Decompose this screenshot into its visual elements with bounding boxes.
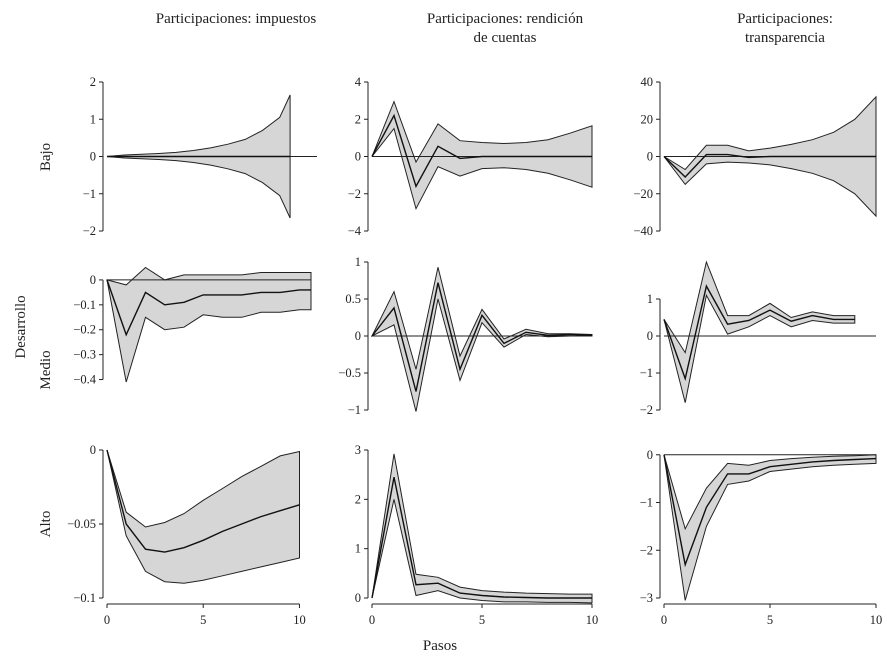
y-tick-label: −20 xyxy=(633,187,653,201)
x-tick-label: 10 xyxy=(870,613,883,627)
row-label-medio: Medio xyxy=(38,350,54,389)
confidence-band xyxy=(371,100,593,211)
y-tick-label: 4 xyxy=(355,75,362,89)
y-axis: 0 1 2 3 xyxy=(355,443,369,605)
mean-line xyxy=(371,476,592,599)
y-axis: −2 −1 0 1 2 xyxy=(83,75,104,238)
x-tick-label: 0 xyxy=(104,613,110,627)
row-label-alto: Alto xyxy=(38,511,54,538)
y-axis: −0.4 −0.3 −0.2 −0.1 0 xyxy=(73,273,104,387)
x-tick-label: 5 xyxy=(479,613,485,627)
y-tick-label: 0 xyxy=(355,591,361,605)
y-tick-label: 0.5 xyxy=(345,292,361,306)
mean-line xyxy=(663,284,855,382)
confidence-band xyxy=(106,449,300,584)
y-tick-label: −40 xyxy=(633,224,653,238)
mean-line xyxy=(663,153,876,178)
y-tick-label: −0.5 xyxy=(338,366,361,380)
y-tick-label: −2 xyxy=(348,187,361,201)
y-tick-label: 0 xyxy=(647,448,653,462)
y-tick-label: −4 xyxy=(348,224,362,238)
y-tick-label: 0 xyxy=(90,273,96,287)
column-title-rendicion-line2: de cuentas xyxy=(474,30,537,46)
y-tick-label: 0 xyxy=(647,150,653,164)
panel-p21: 0 1 2 3 0 5 10 xyxy=(355,443,599,627)
row-group-label: Desarrollo xyxy=(13,295,29,358)
panel-p00: −2 −1 0 1 2 xyxy=(83,75,317,238)
y-tick-label: −0.05 xyxy=(67,517,96,531)
panel-p12: −2 −1 0 1 xyxy=(640,260,876,417)
x-axis: 0 5 10 xyxy=(661,603,883,627)
column-title-rendicion-line1: Participaciones: rendición xyxy=(427,11,584,27)
x-tick-label: 10 xyxy=(293,613,306,627)
y-tick-label: −2 xyxy=(83,224,96,238)
column-title-impuestos: Participaciones: impuestos xyxy=(156,11,317,27)
x-tick-label: 5 xyxy=(767,613,773,627)
y-tick-label: −2 xyxy=(640,403,653,417)
mean-line xyxy=(106,279,311,337)
x-tick-label: 10 xyxy=(586,613,599,627)
y-axis: −1 −0.5 0 0.5 1 xyxy=(338,255,369,417)
x-tick-label: 5 xyxy=(200,613,206,627)
y-axis: −3 −2 −1 0 xyxy=(640,448,661,605)
confidence-band xyxy=(663,260,856,403)
panel-p20: −0.1 −0.05 0 0 5 10 xyxy=(67,443,306,627)
y-tick-label: 0 xyxy=(90,443,96,457)
x-axis: 0 5 10 xyxy=(104,603,306,627)
y-tick-label: −0.1 xyxy=(73,591,96,605)
y-axis: −40 −20 0 20 40 xyxy=(633,75,661,238)
panel-p10: −0.4 −0.3 −0.2 −0.1 0 xyxy=(73,266,312,387)
confidence-band xyxy=(106,266,312,383)
y-axis: −2 −1 0 1 xyxy=(640,292,661,417)
x-tick-label: 0 xyxy=(661,613,667,627)
y-tick-label: −1 xyxy=(640,496,653,510)
y-tick-label: 3 xyxy=(355,443,361,457)
y-axis: −0.1 −0.05 0 xyxy=(67,443,104,605)
y-tick-label: −0.2 xyxy=(73,323,96,337)
y-tick-label: 1 xyxy=(90,112,96,126)
x-tick-label: 0 xyxy=(369,613,375,627)
column-title-transparencia-line2: transparencia xyxy=(745,30,825,46)
panel-p22: −3 −2 −1 0 0 5 10 xyxy=(640,448,883,627)
y-tick-label: 1 xyxy=(355,255,361,269)
panel-p02: −40 −20 0 20 40 xyxy=(633,75,877,238)
panel-p11: −1 −0.5 0 0.5 1 xyxy=(338,255,593,417)
y-tick-label: −0.4 xyxy=(73,373,96,387)
mean-line xyxy=(371,282,593,392)
y-tick-label: 20 xyxy=(641,112,654,126)
y-tick-label: −2 xyxy=(640,543,653,557)
mean-line xyxy=(106,449,300,553)
x-axis: 0 5 10 xyxy=(369,603,599,627)
x-axis-label: Pasos xyxy=(423,638,457,654)
row-label-bajo: Bajo xyxy=(38,143,54,171)
column-title-transparencia-line1: Participaciones: xyxy=(737,11,833,27)
y-tick-label: −1 xyxy=(348,403,361,417)
y-tick-label: 2 xyxy=(90,75,96,89)
mean-line xyxy=(663,454,877,568)
y-tick-label: 40 xyxy=(641,75,654,89)
y-tick-label: 2 xyxy=(355,112,361,126)
y-tick-label: −3 xyxy=(640,591,653,605)
y-tick-label: 0 xyxy=(90,150,96,164)
y-tick-label: 2 xyxy=(355,492,361,506)
mean-line xyxy=(371,113,592,189)
y-tick-label: −1 xyxy=(640,366,653,380)
confidence-band xyxy=(663,454,877,601)
y-tick-label: −0.1 xyxy=(73,298,96,312)
y-axis: −4 −2 0 2 4 xyxy=(348,75,369,238)
y-tick-label: 1 xyxy=(647,292,653,306)
y-tick-label: 0 xyxy=(355,329,361,343)
y-tick-label: 0 xyxy=(355,150,361,164)
y-tick-label: 1 xyxy=(355,542,361,556)
y-tick-label: −0.3 xyxy=(73,348,96,362)
confidence-band xyxy=(370,267,593,412)
panel-p01: −4 −2 0 2 4 xyxy=(348,75,593,238)
y-tick-label: 0 xyxy=(647,329,653,343)
y-tick-label: −1 xyxy=(83,187,96,201)
